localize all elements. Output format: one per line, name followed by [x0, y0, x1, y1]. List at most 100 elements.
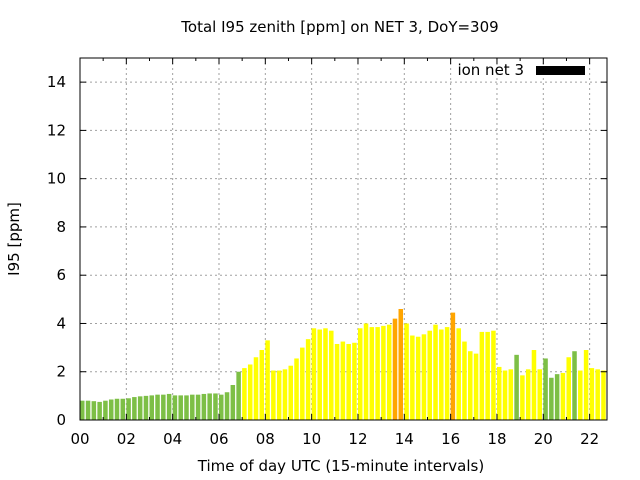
- y-tick-label: 6: [56, 266, 66, 284]
- bar: [114, 398, 120, 420]
- bar: [300, 347, 305, 420]
- y-tick-label: 14: [47, 73, 66, 91]
- legend-label: ion net 3: [457, 61, 524, 79]
- bar: [166, 393, 172, 420]
- bar: [80, 400, 85, 420]
- bar: [137, 396, 143, 420]
- bar: [549, 377, 554, 420]
- y-tick-label: 0: [56, 411, 66, 429]
- bar: [178, 395, 183, 420]
- bar: [392, 318, 398, 420]
- bar: [496, 366, 502, 420]
- x-tick-label: 14: [395, 430, 414, 448]
- bar: [357, 328, 363, 420]
- bar: [439, 329, 444, 420]
- bar: [91, 401, 97, 420]
- bar: [143, 395, 149, 420]
- bar: [282, 369, 288, 420]
- x-tick-label: 10: [302, 430, 321, 448]
- bar: [172, 395, 178, 420]
- bar: [369, 327, 375, 420]
- bar: [578, 370, 583, 420]
- bar: [410, 335, 415, 420]
- bar: [398, 308, 404, 420]
- bar: [103, 400, 108, 420]
- bar: [554, 374, 560, 420]
- bar: [386, 324, 392, 420]
- bar: [595, 369, 600, 420]
- x-tick-label: 06: [209, 430, 228, 448]
- bar: [473, 353, 479, 420]
- bar: [525, 369, 531, 420]
- bar: [427, 330, 432, 420]
- bar: [190, 394, 195, 420]
- y-tick-label: 10: [47, 170, 66, 188]
- x-tick-label: 16: [441, 430, 460, 448]
- bar: [288, 365, 294, 420]
- x-tick-label: 02: [117, 430, 136, 448]
- bar: [514, 354, 519, 420]
- bar: [120, 398, 126, 420]
- bar: [207, 393, 212, 420]
- bar: [259, 350, 265, 420]
- bar: [271, 370, 276, 420]
- bar: [329, 330, 334, 420]
- bar: [566, 357, 571, 420]
- bar: [85, 400, 91, 420]
- bar: [213, 393, 218, 420]
- legend: ion net 3: [457, 61, 585, 79]
- bar: [404, 323, 409, 420]
- bar: [346, 343, 351, 420]
- bar: [543, 358, 548, 420]
- bar: [276, 370, 282, 420]
- bar: [468, 351, 473, 420]
- bar: [334, 343, 340, 420]
- bar: [265, 340, 270, 420]
- bar: [323, 328, 328, 420]
- y-tick-label: 2: [56, 363, 66, 381]
- bar: [479, 331, 485, 420]
- bar: [155, 394, 160, 420]
- bar: [462, 341, 467, 420]
- x-tick-label: 00: [70, 430, 89, 448]
- y-tick-label: 12: [47, 121, 66, 139]
- bar: [294, 358, 299, 420]
- bar: [247, 364, 253, 420]
- y-tick-label: 8: [56, 218, 66, 236]
- y-tick-label: 4: [56, 314, 66, 332]
- x-tick-label: 04: [163, 430, 182, 448]
- bar: [456, 328, 461, 420]
- bar: [126, 398, 131, 420]
- bar: [601, 370, 606, 420]
- bar: [253, 357, 259, 420]
- bar: [236, 371, 241, 420]
- bar: [242, 368, 247, 420]
- bar: [97, 401, 102, 420]
- bar: [375, 327, 380, 420]
- y-axis-label: I95 [ppm]: [5, 202, 23, 276]
- bar: [184, 395, 189, 420]
- bar: [218, 394, 224, 420]
- bar: [572, 351, 577, 420]
- bar: [108, 399, 114, 420]
- x-tick-label: 08: [256, 430, 275, 448]
- bar: [132, 397, 137, 420]
- bar: [305, 339, 311, 420]
- bar: [589, 368, 595, 420]
- x-tick-label: 20: [534, 430, 553, 448]
- bar: [450, 312, 456, 420]
- bar: [433, 324, 438, 420]
- x-tick-label: 12: [348, 430, 367, 448]
- bar: [502, 370, 508, 420]
- bar: [560, 372, 566, 420]
- bar: [537, 369, 543, 420]
- x-tick-label: 22: [580, 430, 599, 448]
- legend-swatch: [536, 66, 585, 75]
- bar: [531, 350, 537, 420]
- bar: [508, 369, 514, 420]
- bar: [520, 375, 525, 420]
- bar: [363, 323, 369, 420]
- bar-series: [80, 308, 606, 420]
- bar: [340, 341, 346, 420]
